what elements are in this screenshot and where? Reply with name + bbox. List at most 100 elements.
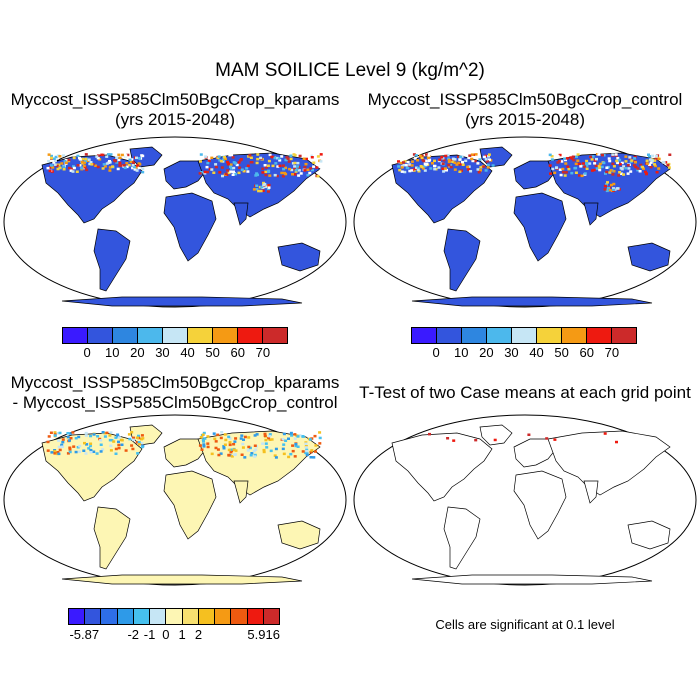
colorbar-kparams-swatch — [63, 328, 88, 343]
ice-cell — [75, 170, 79, 173]
colorbar-difference-swatch — [166, 609, 183, 624]
diff-cell — [216, 433, 220, 437]
colorbar-kparams-swatch — [113, 328, 138, 343]
colorbar-difference-label: 1 — [178, 627, 186, 642]
ice-cell — [641, 165, 644, 169]
ice-cell — [424, 163, 428, 166]
diff-cell — [290, 434, 294, 437]
ice-cell — [412, 153, 416, 156]
diff-cell — [108, 438, 112, 442]
colorbar-kparams-swatch — [188, 328, 213, 343]
ice-cell — [449, 165, 453, 169]
ice-cell — [598, 168, 602, 172]
ice-cell — [400, 170, 404, 173]
diff-cell — [249, 454, 253, 457]
ice-cell — [557, 160, 561, 163]
ice-cell — [212, 171, 216, 174]
ice-cell — [306, 173, 310, 177]
diff-cell — [268, 438, 272, 441]
colorbar-control-label: 30 — [504, 345, 519, 360]
ice-cell — [273, 173, 277, 177]
diff-cell — [87, 447, 91, 450]
diff-cell — [318, 431, 322, 434]
ice-cell — [81, 166, 85, 170]
ice-cell — [624, 167, 628, 170]
ice-cell — [108, 169, 112, 172]
ice-cell — [611, 153, 615, 156]
diff-cell — [246, 449, 250, 452]
ice-cell — [627, 167, 631, 170]
ice-cell — [598, 162, 602, 166]
ice-cell — [441, 162, 445, 165]
ice-cell — [111, 165, 115, 168]
ice-cell — [60, 162, 64, 165]
continent-india — [233, 480, 249, 504]
ice-cell — [130, 158, 134, 161]
ice-cell — [467, 168, 471, 171]
colorbar-kparams-label: 0 — [83, 345, 91, 360]
ice-cell — [403, 170, 407, 174]
ice-cell — [577, 174, 581, 177]
ice-cell — [616, 187, 620, 190]
ice-cell — [469, 170, 473, 173]
ice-cell — [426, 156, 430, 160]
ice-cell — [561, 171, 565, 174]
diff-cell — [206, 445, 210, 449]
ice-cell — [398, 168, 402, 172]
ice-cell — [133, 168, 137, 171]
ice-cell — [639, 163, 643, 167]
ice-cell — [72, 156, 76, 160]
colorbar-kparams-label: 20 — [130, 345, 145, 360]
ice-cell — [648, 163, 652, 166]
ice-cell — [575, 155, 578, 159]
ice-cell — [423, 169, 427, 172]
diff-cell — [289, 431, 293, 435]
ice-cell — [312, 154, 316, 158]
ice-cell — [278, 164, 282, 168]
ice-cell — [198, 172, 202, 175]
ice-cell — [404, 163, 408, 167]
ice-cell — [430, 162, 434, 165]
ice-cell — [420, 165, 424, 169]
ice-cell — [286, 157, 290, 160]
ice-cell — [276, 165, 280, 168]
ice-cell — [608, 188, 612, 192]
ice-cell — [657, 167, 661, 170]
ice-cell — [606, 165, 610, 169]
colorbar-control-label: 50 — [554, 345, 569, 360]
ice-cell — [620, 167, 624, 171]
diff-cell — [57, 452, 61, 456]
ice-cell — [118, 161, 122, 165]
ice-cell — [282, 167, 286, 171]
ice-cell — [293, 167, 297, 171]
ice-cell — [87, 158, 91, 161]
continent-australia — [627, 242, 671, 272]
diff-cell — [227, 448, 231, 452]
diff-cell — [198, 444, 202, 447]
diff-cell — [293, 455, 297, 458]
ice-cell — [102, 163, 106, 166]
map-panel-kparams — [3, 136, 347, 308]
continent-india — [233, 202, 249, 226]
ice-cell — [593, 159, 597, 162]
diff-cell — [274, 456, 278, 459]
ice-cell — [600, 165, 604, 169]
diff-cell — [137, 443, 141, 446]
ice-cell — [400, 166, 404, 169]
diff-cell — [298, 434, 302, 437]
ice-cell — [632, 164, 636, 167]
diff-cell — [250, 452, 254, 455]
colorbar-difference-swatch — [215, 609, 232, 624]
ice-cell — [618, 171, 622, 174]
ice-cell — [108, 166, 112, 169]
ice-cell — [233, 162, 237, 165]
ice-cell — [653, 163, 656, 166]
ice-cell — [82, 161, 86, 165]
colorbar-kparams-label: 60 — [230, 345, 245, 360]
diff-cell — [136, 452, 140, 455]
ice-cell — [624, 155, 628, 158]
ice-cell — [642, 167, 645, 170]
diff-cell — [49, 431, 53, 434]
ice-cell — [548, 153, 552, 157]
ice-cell — [602, 154, 606, 157]
